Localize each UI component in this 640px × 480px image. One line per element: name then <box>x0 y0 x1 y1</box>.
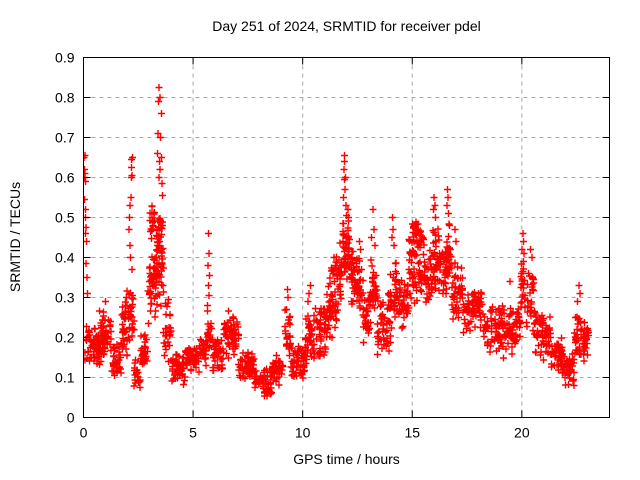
y-tick-label: 0.6 <box>55 170 75 186</box>
y-tick-label: 0.9 <box>55 50 75 66</box>
chart-title: Day 251 of 2024, SRMTID for receiver pde… <box>212 18 481 34</box>
x-tick-label: 20 <box>514 425 530 441</box>
y-tick-label: 0.7 <box>55 130 75 146</box>
y-tick-label: 0.1 <box>55 370 75 386</box>
y-tick-label: 0.4 <box>55 250 75 266</box>
x-tick-label: 15 <box>404 425 420 441</box>
x-tick-label: 0 <box>80 425 88 441</box>
x-tick-label: 10 <box>295 425 311 441</box>
x-axis-label: GPS time / hours <box>293 451 400 467</box>
y-tick-label: 0.3 <box>55 290 75 306</box>
y-tick-label: 0.5 <box>55 210 75 226</box>
y-tick-label: 0.2 <box>55 330 75 346</box>
plot-frame <box>83 57 610 418</box>
y-tick-label: 0 <box>67 410 75 426</box>
scatter-points <box>83 84 592 400</box>
y-tick-label: 0.8 <box>55 90 75 106</box>
tick-labels: 0 0.1 0.2 0.3 0.4 0.5 0.6 0.7 0.8 0.9 0 5 10 15 20 <box>55 50 530 441</box>
x-tick-label: 5 <box>189 425 197 441</box>
